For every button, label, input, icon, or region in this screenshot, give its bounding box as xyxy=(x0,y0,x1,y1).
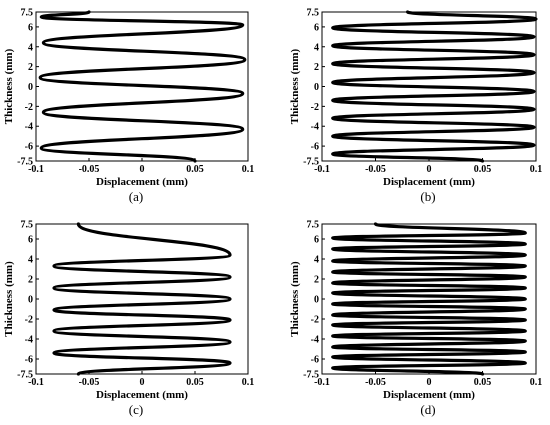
panel-b-series-line xyxy=(331,10,538,163)
panel-c-y-tick-label: 0 xyxy=(28,295,33,306)
panel-d-x-tick-label: 0.05 xyxy=(474,377,492,388)
panel-a-y-tick-label: 0 xyxy=(28,82,33,93)
panel-a-y-tick-label: 6 xyxy=(28,22,33,33)
panel-a-x-axis-label: Displacement (mm) xyxy=(96,176,188,188)
panel-b-y-tick-label: -2 xyxy=(311,102,319,113)
panel-d-series-line xyxy=(331,222,527,376)
panel-c-x-tick-label: -0.1 xyxy=(28,377,44,388)
panel-b-y-tick-label: -6 xyxy=(311,142,319,153)
panel-c-y-tick-label: -4 xyxy=(25,335,33,346)
panel-b-y-tick-label: 4 xyxy=(314,42,319,53)
panel-b-x-axis-label: Displacement (mm) xyxy=(383,176,475,188)
panel-d-x-tick-label: 0.1 xyxy=(530,377,543,388)
panel-b-y-tick-label: 6 xyxy=(314,22,319,33)
panel-a-x-tick-label: 0 xyxy=(140,164,145,175)
panel-b-y-tick-label: 2 xyxy=(314,62,319,73)
panel-a-x-tick-label: 0.05 xyxy=(186,164,204,175)
panel-d-x-tick-label: -0.1 xyxy=(314,377,330,388)
panel-d-y-tick-label: -4 xyxy=(311,335,319,346)
panel-d-y-tick-label: -6 xyxy=(311,355,319,366)
panel-b-y-axis-label: Thickness (mm) xyxy=(289,48,301,124)
panel-d-y-axis-label: Thickness (mm) xyxy=(289,261,301,337)
panel-d-y-tick-label: -7.5 xyxy=(303,370,319,381)
panel-b-y-tick-label: -4 xyxy=(311,122,319,133)
panel-c-x-tick-label: 0.1 xyxy=(242,377,255,388)
panel-d-x-axis-label: Displacement (mm) xyxy=(383,389,475,401)
panel-c-y-tick-label: 6 xyxy=(28,235,33,246)
panel-c-y-tick-label: -7.5 xyxy=(17,370,33,381)
panel-a-x-tick-label: -0.05 xyxy=(79,164,100,175)
panel-d-y-tick-label: 6 xyxy=(314,235,319,246)
panel-a-y-axis-label: Thickness (mm) xyxy=(3,48,15,124)
panel-c-y-tick-label: 7.5 xyxy=(21,220,34,231)
panel-c-y-tick-label: -6 xyxy=(25,355,33,366)
panel-c-panel-label: (c) xyxy=(129,402,143,417)
panel-c-y-tick-label: -2 xyxy=(25,315,33,326)
panel-b-x-tick-label: 0.1 xyxy=(530,164,543,175)
panel-d-y-tick-label: -2 xyxy=(311,315,319,326)
panel-d-x-tick-label: -0.05 xyxy=(365,377,386,388)
panel-a-x-tick-label: 0.1 xyxy=(242,164,255,175)
panel-b-y-tick-label: -7.5 xyxy=(303,157,319,168)
panel-a-y-tick-label: -4 xyxy=(25,122,33,133)
panel-a-y-tick-label: -7.5 xyxy=(17,157,33,168)
panel-b-x-tick-label: -0.1 xyxy=(314,164,330,175)
panel-b-panel-label: (b) xyxy=(420,189,435,204)
panel-b-x-tick-label: 0 xyxy=(427,164,432,175)
panel-b-y-tick-label: 0 xyxy=(314,82,319,93)
panel-d-x-tick-label: 0 xyxy=(427,377,432,388)
panel-d-y-tick-label: 2 xyxy=(314,275,319,286)
panel-a-y-tick-label: 2 xyxy=(28,62,33,73)
panel-c-y-axis-label: Thickness (mm) xyxy=(3,261,15,337)
panel-d-y-tick-label: 4 xyxy=(314,255,319,266)
panel-a-y-tick-label: 4 xyxy=(28,42,33,53)
panel-a-x-tick-label: -0.1 xyxy=(28,164,44,175)
panel-d-y-tick-label: 0 xyxy=(314,295,319,306)
panel-c-x-tick-label: -0.05 xyxy=(79,377,100,388)
panel-b-y-tick-label: 7.5 xyxy=(307,8,320,19)
panel-a-panel-label: (a) xyxy=(129,189,143,204)
panel-a-y-tick-label: 7.5 xyxy=(21,8,34,19)
panel-a-series-line xyxy=(38,10,247,163)
panel-c-y-tick-label: 4 xyxy=(28,255,33,266)
panel-a-y-tick-label: -2 xyxy=(25,102,33,113)
panel-c-x-axis-label: Displacement (mm) xyxy=(96,389,188,401)
panel-c-y-tick-label: 2 xyxy=(28,275,33,286)
panel-d-panel-label: (d) xyxy=(420,402,435,417)
panel-b-x-tick-label: -0.05 xyxy=(365,164,386,175)
panel-c-x-tick-label: 0 xyxy=(140,377,145,388)
panel-b-x-tick-label: 0.05 xyxy=(474,164,492,175)
panel-d-y-tick-label: 7.5 xyxy=(307,220,320,231)
panel-c-series-line xyxy=(52,222,232,376)
panel-a-y-tick-label: -6 xyxy=(25,142,33,153)
panel-c-x-tick-label: 0.05 xyxy=(186,377,204,388)
